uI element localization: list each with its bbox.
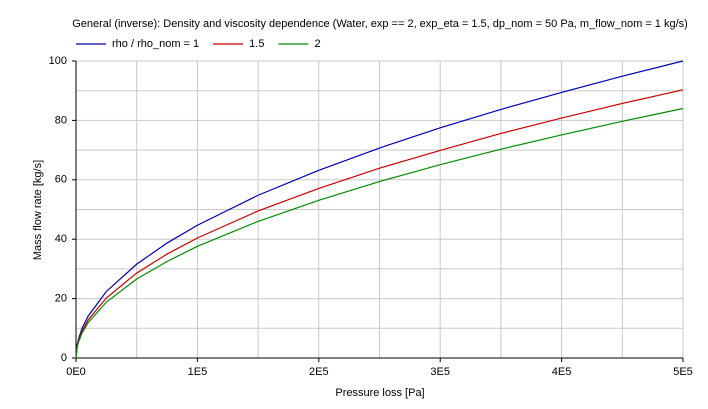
x-tick-label: 5E5	[673, 366, 693, 378]
legend-label: 2	[314, 38, 320, 50]
y-tick-label: 60	[55, 174, 67, 186]
legend-label: 1.5	[249, 38, 264, 50]
x-tick-label: 0E0	[66, 366, 86, 378]
y-tick-label: 20	[55, 293, 67, 305]
chart-title: General (inverse): Density and viscosity…	[72, 18, 688, 30]
y-tick-label: 100	[49, 55, 67, 67]
series-line	[75, 60, 684, 359]
x-axis-label: Pressure loss [Pa]	[335, 387, 424, 399]
x-tick-label: 1E5	[188, 366, 208, 378]
x-tick-label: 3E5	[430, 366, 450, 378]
y-tick-label: 40	[55, 233, 67, 245]
y-tick-label: 0	[61, 352, 67, 364]
x-tick-label: 2E5	[309, 366, 329, 378]
y-axis-label: Mass flow rate [kg/s]	[32, 160, 44, 260]
x-tick-label: 4E5	[552, 366, 572, 378]
y-tick-label: 80	[55, 114, 67, 126]
series-line	[75, 107, 684, 359]
legend-label: rho / rho_nom = 1	[112, 38, 199, 50]
